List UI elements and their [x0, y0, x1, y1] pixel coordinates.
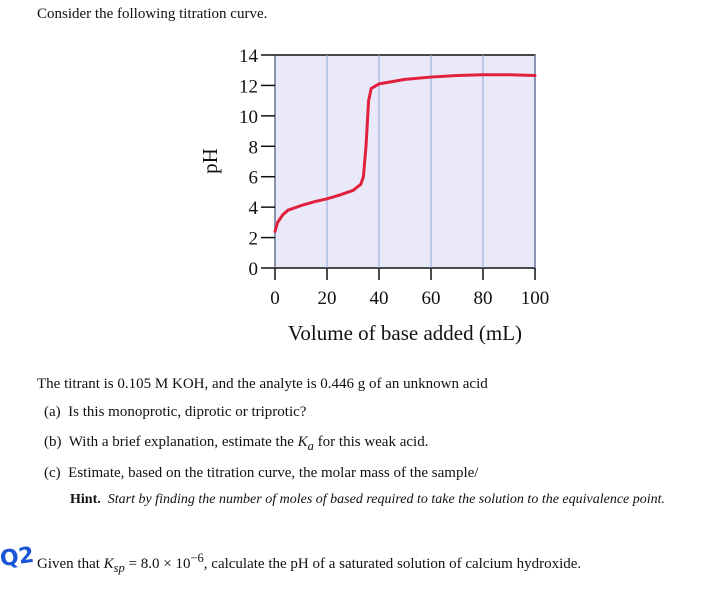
text: With a brief explanation, estimate the: [68, 434, 298, 450]
y-tick-label: 4: [249, 198, 259, 219]
x-tick-label: 0: [270, 288, 280, 309]
hint: Hint. Start by finding the number of mol…: [70, 490, 720, 510]
x-tick-label: 60: [422, 288, 441, 309]
hint-text: Start by finding the number of moles of …: [107, 492, 666, 507]
hint-label: Hint.: [70, 492, 101, 507]
symbol: K: [103, 556, 114, 572]
y-tick-label: 8: [249, 137, 259, 158]
y-tick-label: 10: [239, 107, 258, 128]
intro: Consider the following titration curve.: [37, 6, 268, 22]
plot-area: [274, 54, 536, 269]
x-axis-label: Volume of base added (mL): [288, 321, 522, 345]
text: Estimate, based on the titration curve, …: [68, 465, 479, 481]
symbol: K: [297, 434, 308, 450]
x-tick-label: 40: [370, 288, 389, 309]
y-tick-label: 14: [239, 46, 259, 67]
text: Is this monoprotic, diprotic or triproti…: [68, 404, 307, 420]
subscript: a: [307, 439, 314, 453]
subscript: sp: [113, 561, 125, 575]
label: (b): [44, 434, 62, 450]
y-tick-label: 6: [249, 168, 259, 189]
x-tick-label: 20: [318, 288, 337, 309]
text: = 8.0 × 10: [124, 556, 191, 572]
y-tick-label: 0: [249, 259, 259, 280]
x-tick-label: 100: [521, 288, 550, 309]
label: (c): [44, 465, 61, 481]
text: , calculate the pH of a saturated soluti…: [203, 556, 582, 572]
question-a: (a) Is this monoprotic, diprotic or trip…: [44, 404, 306, 421]
titration-curve: [273, 73, 537, 233]
question-b: (b) With a brief explanation, estimate t…: [44, 434, 428, 454]
y-tick-label: 12: [239, 76, 258, 97]
label: (a): [44, 404, 61, 420]
x-tick-label: 80: [474, 288, 493, 309]
y-axis-label: pH: [198, 148, 222, 174]
superscript: −6: [190, 551, 204, 565]
text: Given that: [37, 556, 104, 572]
lead: The titrant is 0.105 M KOH, and the anal…: [37, 376, 488, 392]
y-tick-label: 2: [249, 229, 259, 250]
question-2: Given that Ksp = 8.0 × 10−6, calculate t…: [37, 551, 581, 576]
question-c: (c) Estimate, based on the titration cur…: [44, 465, 478, 482]
handwritten-mark: Q2: [0, 542, 36, 573]
text: for this weak acid.: [313, 434, 429, 450]
